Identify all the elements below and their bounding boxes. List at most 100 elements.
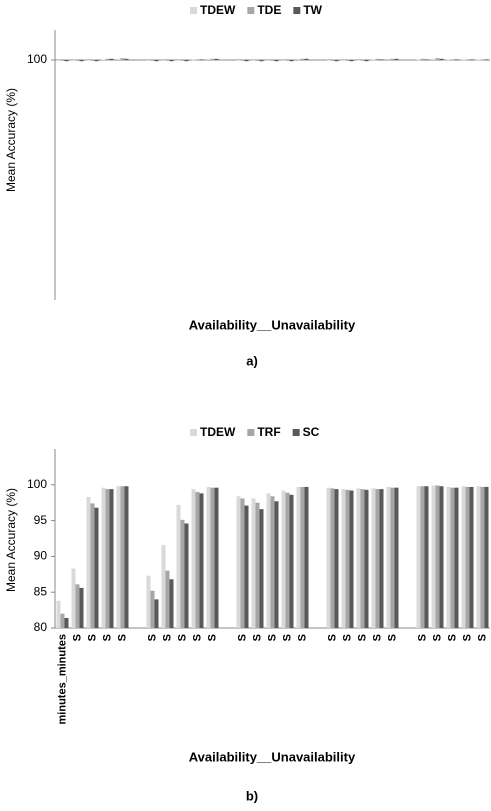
x-tick-label: S <box>71 634 83 641</box>
bar <box>364 60 369 62</box>
panel-label: a) <box>246 353 258 368</box>
bar <box>465 486 470 628</box>
x-tick-label: S <box>161 634 173 641</box>
bar <box>64 617 69 628</box>
bar <box>60 613 65 628</box>
bar <box>296 58 301 60</box>
bar <box>236 496 241 628</box>
bar <box>285 60 290 61</box>
bar <box>244 60 249 62</box>
bar <box>416 486 421 628</box>
bar <box>150 60 155 61</box>
bar <box>259 60 264 62</box>
bar <box>386 486 391 628</box>
bar <box>274 60 279 62</box>
bar <box>124 486 129 628</box>
bar <box>304 486 309 628</box>
x-tick-label: S <box>326 634 338 641</box>
y-tick-label: 95 <box>34 513 48 527</box>
bar <box>300 58 305 60</box>
bar <box>341 489 346 628</box>
legend-swatch <box>247 7 255 14</box>
bar <box>214 487 219 628</box>
bar <box>94 60 99 62</box>
bar <box>435 485 440 628</box>
bar <box>375 489 380 628</box>
bar <box>75 60 80 61</box>
bar <box>150 590 155 628</box>
bar <box>390 487 395 628</box>
bar <box>180 60 185 61</box>
legend-swatch <box>190 429 197 436</box>
bar <box>356 488 361 628</box>
bar <box>75 584 80 628</box>
bar <box>431 485 436 628</box>
bar <box>251 60 256 61</box>
bar <box>120 486 125 628</box>
bar <box>165 570 170 628</box>
bar <box>169 579 174 628</box>
bar <box>345 60 350 61</box>
bar <box>176 504 181 628</box>
bar <box>476 59 481 61</box>
bar <box>360 489 365 628</box>
bar <box>210 487 215 628</box>
legend-label: TDEW <box>200 425 236 439</box>
x-tick-label: S <box>176 634 188 641</box>
bar <box>255 502 260 628</box>
bar <box>364 489 369 628</box>
bar <box>435 58 440 60</box>
bar <box>161 544 166 628</box>
x-tick-label: S <box>251 634 263 641</box>
bar <box>109 489 114 628</box>
bar <box>439 58 444 60</box>
bar <box>206 58 211 60</box>
bar <box>244 505 249 628</box>
bar <box>90 60 95 61</box>
bar <box>326 487 331 628</box>
bar <box>120 58 125 60</box>
bar <box>191 59 196 61</box>
bar <box>56 600 61 628</box>
bar <box>334 489 339 628</box>
y-tick-label: 90 <box>34 549 48 563</box>
y-tick-label: 100 <box>27 52 47 66</box>
bar <box>431 58 436 60</box>
x-tick-label: S <box>341 634 353 641</box>
bar <box>484 486 489 628</box>
bar <box>270 496 275 628</box>
bar <box>424 59 429 61</box>
bar <box>86 60 91 61</box>
bar <box>184 523 189 628</box>
bar <box>255 60 260 61</box>
y-tick-label: 85 <box>34 584 48 598</box>
bar <box>105 58 110 60</box>
bar <box>296 486 301 628</box>
bar <box>165 60 170 61</box>
bar <box>146 575 151 628</box>
bar <box>281 490 286 628</box>
x-tick-label: S <box>146 634 158 641</box>
bar <box>266 60 271 61</box>
legend-swatch <box>247 429 255 436</box>
bar <box>180 519 185 628</box>
panel-label: b) <box>246 788 258 803</box>
x-tick-label: S <box>86 634 98 641</box>
bar <box>394 487 399 628</box>
x-tick-label: S <box>206 634 218 641</box>
legend-swatch <box>292 429 300 436</box>
bar <box>345 489 350 628</box>
bar <box>454 59 459 61</box>
bar <box>281 60 286 61</box>
x-tick-label: S <box>116 634 128 641</box>
bar <box>420 486 425 628</box>
bar <box>259 509 264 628</box>
y-axis-title: Mean Accuracy (%) <box>4 88 18 192</box>
bar <box>251 498 256 628</box>
bar <box>461 59 466 61</box>
legend-label: TW <box>303 3 322 17</box>
bar <box>349 60 354 62</box>
x-axis-title: Availability__Unavailability <box>189 317 356 332</box>
